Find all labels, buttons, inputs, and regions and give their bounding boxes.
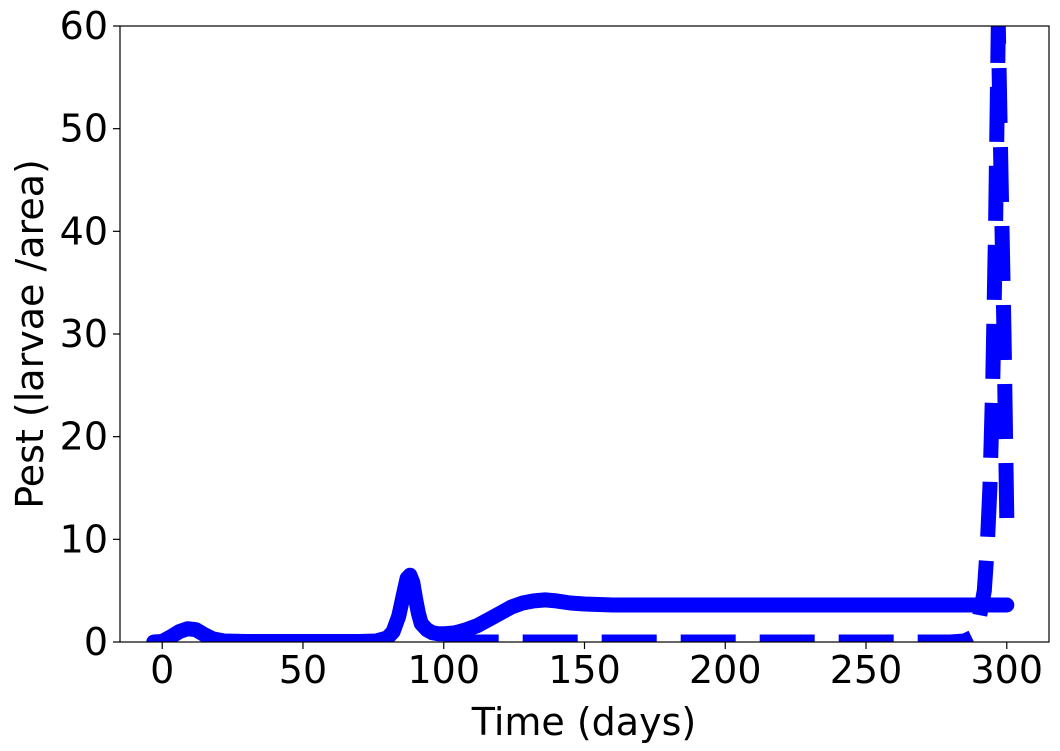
y-axis-label: Pest (larvae /area) (8, 159, 52, 509)
x-tick-label: 150 (548, 648, 621, 692)
x-tick-label: 100 (407, 648, 480, 692)
y-tick-label: 40 (60, 209, 108, 253)
y-tick-label: 20 (60, 415, 108, 459)
x-tick-label: 50 (279, 648, 327, 692)
plot-frame (119, 25, 1050, 643)
series-line-solid (146, 567, 1015, 642)
y-tick-label: 0 (84, 620, 108, 664)
x-tick-label: 200 (689, 648, 762, 692)
y-tick-label: 60 (60, 4, 108, 48)
y-tick-label: 50 (60, 107, 108, 151)
x-tick-label: 0 (150, 648, 174, 692)
series-line-dashed (443, 26, 1015, 642)
y-tick-label: 30 (60, 312, 108, 356)
x-tick-label: 250 (830, 648, 903, 692)
x-tick-label: 300 (971, 648, 1044, 692)
y-tick-label: 10 (60, 517, 108, 561)
x-axis-label: Time (days) (471, 700, 696, 744)
